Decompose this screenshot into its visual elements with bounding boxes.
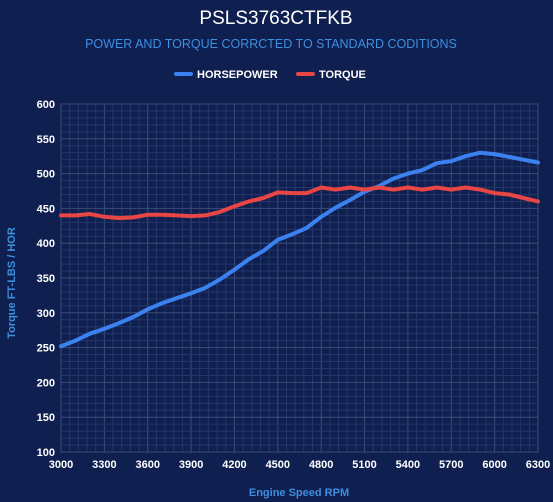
series-line-horsepower <box>59 150 540 349</box>
y-tick-label: 150 <box>37 412 55 424</box>
legend-item-torque[interactable]: TORQUE <box>296 69 366 81</box>
series-lines <box>59 150 540 349</box>
x-tick-label: 6300 <box>526 459 550 471</box>
legend-label-horsepower: HORSEPOWER <box>197 69 278 81</box>
x-tick-label: 3900 <box>179 459 203 471</box>
legend: HORSEPOWER TORQUE <box>174 69 366 81</box>
y-tick-label: 250 <box>37 343 55 355</box>
x-axis-ticks: 3000 3300 3600 3900 4200 4500 4800 5100 5400 5700… <box>49 459 550 471</box>
x-tick-label: 4200 <box>222 459 246 471</box>
y-tick-label: 200 <box>37 377 55 389</box>
chart-title: PSLS3763CTFKB <box>199 8 352 29</box>
legend-label-torque: TORQUE <box>319 69 366 81</box>
y-tick-label: 550 <box>37 134 55 146</box>
x-tick-label: 5400 <box>396 459 420 471</box>
x-tick-label: 5700 <box>439 459 463 471</box>
x-tick-label: 4800 <box>309 459 333 471</box>
y-tick-label: 300 <box>37 308 55 320</box>
x-tick-label: 3300 <box>92 459 116 471</box>
series-line-torque <box>59 185 540 221</box>
y-tick-label: 500 <box>37 169 55 181</box>
x-tick-label: 4500 <box>266 459 290 471</box>
x-axis-title: Engine Speed RPM <box>249 487 349 499</box>
x-tick-label: 5100 <box>352 459 376 471</box>
legend-item-horsepower[interactable]: HORSEPOWER <box>174 69 278 81</box>
y-tick-label: 350 <box>37 273 55 285</box>
y-tick-label: 400 <box>37 238 55 250</box>
y-tick-label: 450 <box>37 203 55 215</box>
x-tick-label: 3600 <box>135 459 159 471</box>
y-axis-title: Torque FT-LBS / HOR <box>6 227 18 339</box>
y-tick-label: 600 <box>37 99 55 111</box>
y-tick-label: 100 <box>37 447 55 459</box>
chart-subtitle: POWER AND TORQUE CORRCTED TO STANDARD CO… <box>85 37 457 51</box>
x-tick-label: 3000 <box>49 459 73 471</box>
y-axis-ticks: 100 150 200 250 300 350 400 450 500 550 600 <box>37 99 55 459</box>
x-tick-label: 6000 <box>482 459 506 471</box>
